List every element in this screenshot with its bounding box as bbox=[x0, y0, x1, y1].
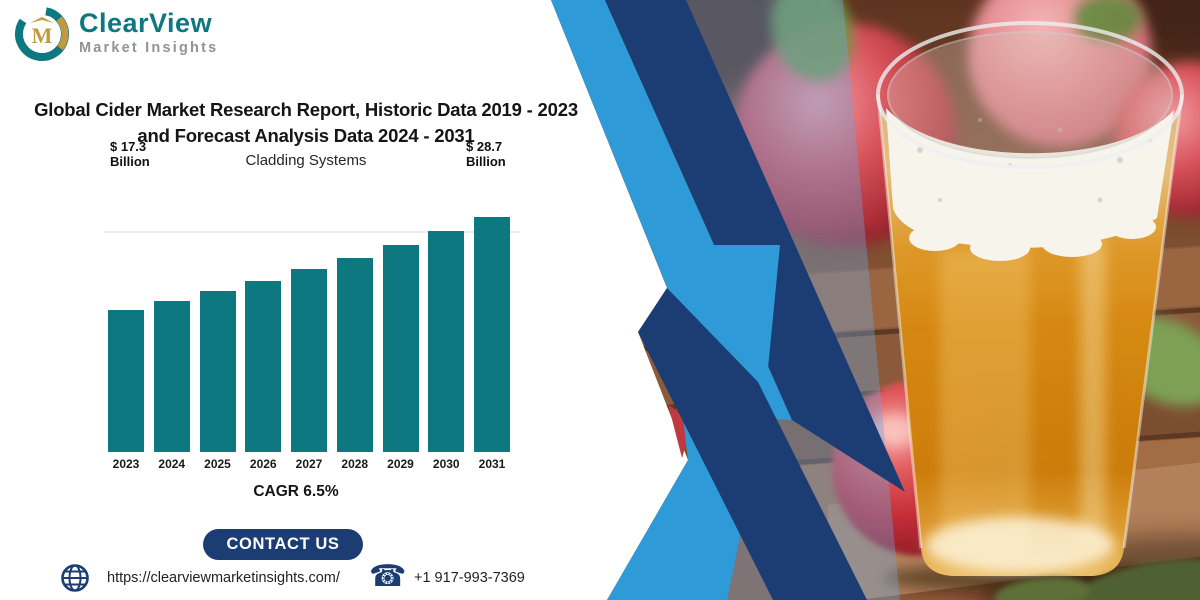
leaf bbox=[1074, 0, 1142, 42]
logo: M ClearView Market Insights bbox=[13, 5, 218, 63]
brand-name: ClearView bbox=[79, 8, 213, 38]
bar bbox=[245, 281, 282, 452]
bar bbox=[382, 245, 419, 452]
glass-rim-inner bbox=[887, 31, 1173, 159]
bar-column bbox=[291, 175, 327, 452]
glass-rim bbox=[876, 21, 1184, 169]
foam bbox=[886, 108, 1174, 248]
decorative-stripes bbox=[551, 0, 905, 600]
chart-year-axis: 2023 2024 2025 2026 2027 2028 2029 2030 2031 bbox=[108, 457, 510, 471]
stripe-navy-lower bbox=[638, 288, 867, 600]
website-link[interactable]: https://clearviewmarketinsights.com/ bbox=[107, 570, 340, 586]
bar bbox=[108, 310, 144, 452]
apple-highlight bbox=[869, 414, 921, 446]
bar-annotation: $ 28.7 Billion bbox=[466, 139, 506, 169]
bar bbox=[199, 291, 236, 452]
foam bbox=[1108, 215, 1156, 239]
logo-text: ClearView Market Insights bbox=[79, 5, 218, 56]
logo-mark-icon: M bbox=[15, 7, 69, 61]
phone-number: +1 917-993-7369 bbox=[414, 570, 525, 586]
chart-gridline bbox=[104, 231, 520, 233]
globe-icon bbox=[61, 564, 89, 592]
bar-column bbox=[245, 175, 282, 452]
page-title-line1: Global Cider Market Research Report, His… bbox=[34, 99, 578, 120]
foam bbox=[909, 225, 961, 251]
brand-tagline: Market Insights bbox=[79, 40, 219, 56]
liquid-shine bbox=[1080, 240, 1106, 540]
glass-inner bbox=[887, 32, 1173, 158]
bar-column bbox=[382, 175, 419, 452]
bar-column bbox=[428, 175, 465, 452]
title-block: Global Cider Market Research Report, His… bbox=[0, 97, 612, 169]
bar-column: $ 17.3 Billion bbox=[108, 139, 150, 452]
bar-annotation: $ 17.3 Billion bbox=[110, 139, 150, 169]
bar bbox=[428, 231, 465, 452]
market-chart: $ 17.3 Billion $ 28.7 Billion 2023 2024 2025 2… bbox=[104, 139, 520, 471]
bar-year-label: 2031 bbox=[478, 457, 506, 471]
foam bbox=[970, 235, 1030, 261]
glass-base-glow bbox=[925, 517, 1115, 573]
bar-year-label: 2024 bbox=[158, 457, 186, 471]
leaf bbox=[1064, 559, 1200, 600]
leaf bbox=[994, 577, 1090, 600]
logo-monogram: M bbox=[32, 23, 53, 48]
bar bbox=[291, 269, 327, 452]
cagr-label: CAGR 6.5% bbox=[253, 483, 339, 500]
bar-year-label: 2023 bbox=[112, 457, 140, 471]
foam bbox=[1042, 231, 1102, 257]
page-title-line2: and Forecast Analysis Data 2024 - 2031 bbox=[137, 125, 475, 146]
chart-bars: $ 17.3 Billion $ 28.7 Billion bbox=[108, 139, 510, 452]
bar bbox=[474, 217, 510, 452]
bar bbox=[336, 258, 373, 452]
bar-year-label: 2027 bbox=[295, 457, 323, 471]
phone-icon: ☎ bbox=[369, 560, 407, 593]
bar-year-label: 2025 bbox=[204, 457, 231, 471]
bar-year-label: 2028 bbox=[341, 457, 369, 471]
leaf bbox=[770, 0, 854, 81]
page-subtitle: Cladding Systems bbox=[245, 152, 367, 169]
glass-edge bbox=[1122, 94, 1184, 549]
contact-us-button[interactable]: CONTACT US bbox=[203, 529, 363, 560]
bar-year-label: 2030 bbox=[432, 457, 460, 471]
bar-column bbox=[336, 175, 373, 452]
bar-year-label: 2026 bbox=[249, 457, 277, 471]
bar-year-label: 2029 bbox=[387, 457, 414, 471]
glass-edge bbox=[876, 94, 923, 549]
bar-column: $ 28.7 Billion bbox=[466, 139, 510, 452]
bar-column bbox=[199, 175, 236, 452]
liquid-shine bbox=[940, 250, 1030, 550]
apple-sliver bbox=[668, 404, 692, 458]
glass-of-cider bbox=[876, 21, 1184, 593]
logo-book-icon bbox=[30, 17, 54, 23]
bar bbox=[153, 301, 190, 452]
bar-column bbox=[153, 175, 190, 452]
